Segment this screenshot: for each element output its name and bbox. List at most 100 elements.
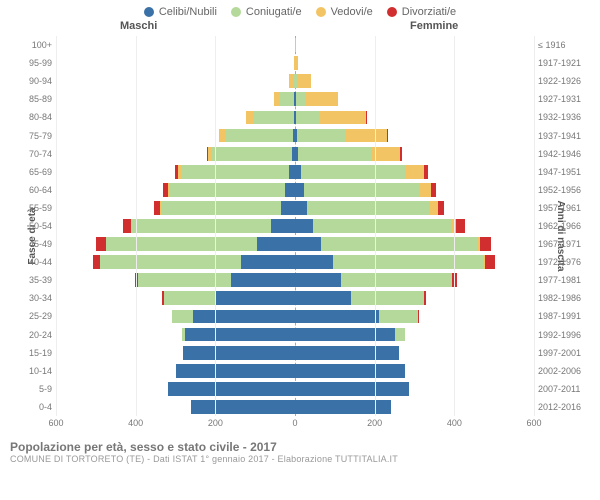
bar-segment — [295, 255, 333, 269]
bar-segment — [246, 111, 254, 125]
legend-item: Coniugati/e — [231, 6, 302, 18]
female-bar — [295, 92, 338, 106]
bar-segment — [400, 147, 402, 161]
male-bar — [93, 255, 295, 269]
bar-segment — [185, 328, 295, 342]
legend-label: Celibi/Nubili — [159, 6, 217, 18]
legend-label: Divorziati/e — [402, 6, 456, 18]
bar-segment — [431, 183, 436, 197]
bar-segment — [306, 92, 338, 106]
x-tick-label: 600 — [526, 418, 541, 428]
birth-year-label: 1987-1991 — [538, 311, 590, 321]
birth-year-label: 1967-1971 — [538, 239, 590, 249]
age-row: 75-791937-1941 — [56, 126, 534, 144]
bar-segment — [307, 201, 430, 215]
bar-segment — [295, 237, 321, 251]
bar-segment — [424, 291, 426, 305]
female-bar — [295, 310, 419, 324]
age-label: 40-44 — [14, 257, 52, 267]
bar-segment — [280, 92, 294, 106]
bar-segment — [123, 219, 131, 233]
female-bar — [295, 74, 311, 88]
grid-line — [56, 36, 57, 416]
age-label: 30-34 — [14, 293, 52, 303]
bar-segment — [297, 74, 311, 88]
female-bar — [295, 346, 399, 360]
age-row: 30-341982-1986 — [56, 289, 534, 307]
birth-year-label: 1972-1976 — [538, 257, 590, 267]
bar-segment — [96, 237, 106, 251]
bar-segment — [295, 219, 313, 233]
bar-segment — [405, 165, 425, 179]
bar-segment — [257, 237, 295, 251]
birth-year-label: 2002-2006 — [538, 366, 590, 376]
female-bar — [295, 111, 367, 125]
chart-title: Popolazione per età, sesso e stato civil… — [10, 440, 590, 454]
age-row: 85-891927-1931 — [56, 90, 534, 108]
birth-year-label: ≤ 1916 — [538, 40, 590, 50]
male-bar — [219, 129, 295, 143]
bar-segment — [164, 291, 216, 305]
bar-segment — [170, 183, 286, 197]
male-bar — [246, 111, 295, 125]
legend-label: Vedovi/e — [331, 6, 373, 18]
bar-segment — [341, 273, 453, 287]
male-bar — [181, 328, 295, 342]
bar-segment — [295, 56, 298, 70]
age-row: 5-92007-2011 — [56, 380, 534, 398]
bar-segment — [351, 291, 425, 305]
birth-year-label: 2007-2011 — [538, 384, 590, 394]
bar-segment — [438, 201, 444, 215]
x-tick-label: 400 — [447, 418, 462, 428]
legend-swatch — [316, 7, 326, 17]
bar-segment — [485, 255, 495, 269]
bar-segment — [372, 147, 400, 161]
x-axis: 6004002000200400600 — [56, 418, 534, 434]
age-row: 90-941922-1926 — [56, 72, 534, 90]
bar-segment — [215, 291, 295, 305]
age-row: 25-291987-1991 — [56, 307, 534, 325]
female-bar — [295, 201, 444, 215]
age-label: 60-64 — [14, 185, 52, 195]
age-row: 15-191997-2001 — [56, 344, 534, 362]
birth-year-label: 1942-1946 — [538, 149, 590, 159]
bar-segment — [271, 219, 295, 233]
bar-segment — [193, 310, 295, 324]
birth-year-label: 2012-2016 — [538, 402, 590, 412]
bar-segment — [379, 310, 419, 324]
age-row: 80-841932-1936 — [56, 108, 534, 126]
y-left-axis-title: Fasce di età — [27, 207, 38, 264]
legend-item: Vedovi/e — [316, 6, 373, 18]
male-bar — [168, 382, 295, 396]
x-tick-label: 400 — [128, 418, 143, 428]
bar-segment — [281, 201, 295, 215]
female-bar — [295, 328, 405, 342]
birth-year-label: 1977-1981 — [538, 275, 590, 285]
male-bar — [154, 201, 295, 215]
bar-segment — [100, 255, 241, 269]
age-label: 0-4 — [14, 402, 52, 412]
bar-segment — [132, 219, 271, 233]
male-bar — [162, 291, 295, 305]
age-label: 70-74 — [14, 149, 52, 159]
age-label: 85-89 — [14, 94, 52, 104]
birth-year-label: 1952-1956 — [538, 185, 590, 195]
age-row: 45-491967-1971 — [56, 235, 534, 253]
bar-segment — [301, 165, 405, 179]
bar-segment — [304, 183, 420, 197]
bar-segment — [345, 129, 387, 143]
bar-segment — [296, 111, 320, 125]
grid-line — [534, 36, 535, 416]
bar-segment — [298, 147, 372, 161]
bar-segment — [93, 255, 100, 269]
birth-year-label: 1997-2001 — [538, 348, 590, 358]
bar-segment — [387, 129, 388, 143]
birth-year-label: 1957-1961 — [538, 203, 590, 213]
bar-segment — [320, 111, 366, 125]
legend-swatch — [231, 7, 241, 17]
male-bar — [183, 346, 295, 360]
bar-segment — [295, 346, 399, 360]
bar-segment — [231, 273, 295, 287]
age-row: 0-42012-2016 — [56, 398, 534, 416]
bar-segment — [182, 165, 290, 179]
